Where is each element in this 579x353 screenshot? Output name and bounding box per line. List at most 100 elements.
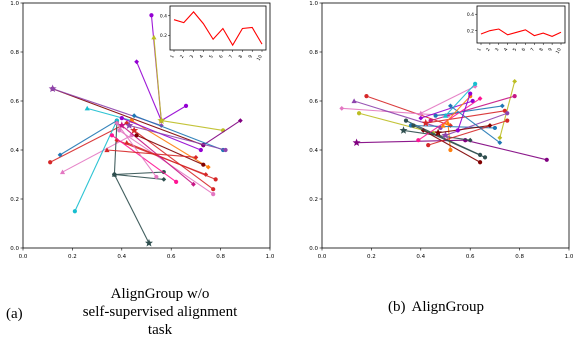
data-point-18-end [477,96,483,101]
segment-0 [49,122,127,163]
data-point-0-start [364,94,369,99]
y-tick-label: 0.0 [10,246,19,252]
y-tick-label: 1.0 [10,1,19,7]
data-point-2-start [59,169,66,175]
segment-3 [358,112,434,134]
caption-b-letter: (b) [388,299,406,315]
plot-frame [22,2,271,249]
data-point-28-start [119,116,124,121]
data-point-9-end [467,137,473,143]
data-point-0-start [48,160,53,165]
segment-23 [111,134,177,183]
x-tick-label: 0.6 [466,254,475,260]
data-point-13-end [512,94,517,99]
data-point-20-end [211,192,216,197]
y-tick-label: 0.2 [10,197,19,203]
segment-25 [457,93,471,131]
segment-22 [126,142,216,180]
data-point-14-start [421,118,430,127]
data-point-26-end [154,174,159,180]
x-tick-label: 0.8 [216,254,225,260]
data-point-15-end [237,118,243,123]
inset-x-tick-label: 5 [208,54,215,60]
data-point-28-end [198,147,203,153]
inset-x-tick-label: 3 [494,47,501,53]
segment-24 [438,124,491,134]
segment-23 [413,124,486,158]
data-point-4-start [352,138,361,147]
data-point-20-end [505,118,510,123]
data-point-12-start [418,110,424,116]
data-point-6-end [497,135,503,141]
inset-x-tick-label: 6 [521,47,528,53]
x-tick-label: 0.2 [367,254,376,260]
inset-frame [476,5,566,44]
data-point-26-start [114,120,120,126]
inset-y-tick-label: 0.2 [160,33,167,39]
x-tick-label: 0.8 [515,254,524,260]
segment-11 [136,61,162,121]
y-tick-label: 0.8 [309,50,318,56]
inset-x-tick-label: 7 [228,54,235,60]
segment-7 [113,123,118,175]
data-point-1-start [57,152,63,158]
data-point-13-end [183,103,189,108]
segment-19 [445,112,508,136]
inset-x-tick-label: 10 [555,47,563,55]
data-point-27-end [193,154,199,160]
caption-a-line3: task [147,322,173,338]
data-point-0-end [448,123,453,128]
x-tick-label: 0.0 [19,254,28,260]
segment-20 [428,120,508,146]
data-point-6-end [161,177,167,182]
inset-x-tick-label: 4 [503,47,510,53]
inset-x-tick-label: 9 [247,54,254,60]
inset-x-tick-label: 7 [529,47,536,53]
data-point-25-end [468,91,473,96]
plot-frame [321,2,570,249]
caption-a-letter: (a) [6,306,23,322]
caption-b: (b) AlignGroup [388,299,484,316]
data-point-7-start [445,120,451,126]
y-tick-label: 0.6 [10,99,19,105]
data-point-10-end [492,125,497,131]
segment-21 [450,105,501,144]
segment-16 [133,115,224,151]
segment-22 [442,95,471,126]
data-point-17-end [473,81,478,86]
segment-10 [410,124,495,129]
data-point-29-start [125,121,134,129]
inset-x-tick-label: 8 [538,47,545,53]
segment-6 [499,81,516,138]
data-point-22-start [124,140,130,145]
segment-12 [153,37,162,121]
y-tick-label: 0.2 [309,197,318,203]
data-point-29-end [223,147,228,153]
inset-x-tick-label: 4 [198,54,205,60]
segment-27 [106,149,196,158]
inset-x-tick-label: 10 [256,54,264,62]
data-point-25-start [455,128,460,133]
data-point-23-start [109,133,115,138]
data-point-1-start [339,105,345,111]
data-point-0-end [124,120,130,126]
inset-x-tick-label: 2 [485,47,492,53]
data-point-7-start [111,171,117,177]
data-point-5-end [544,157,549,162]
caption-a-line1: AlignGroup w/o [110,286,210,302]
data-point-19-end [211,187,216,192]
data-point-24-start [434,128,443,137]
data-point-19-start [441,131,450,139]
data-point-10-start [149,13,154,18]
segment-14 [161,120,224,131]
inset-y-tick-label: 0.2 [467,28,474,34]
data-point-4-start [144,238,153,247]
x-tick-label: 0.2 [68,254,77,260]
y-tick-label: 0.6 [309,99,318,105]
caption-a-line2: self-supervised alignment [82,304,238,320]
y-tick-label: 0.0 [309,246,318,252]
data-point-20-start [117,128,122,133]
data-point-9-start [399,126,408,134]
inset-x-tick-label: 9 [547,47,554,53]
data-point-24-start [117,121,126,129]
